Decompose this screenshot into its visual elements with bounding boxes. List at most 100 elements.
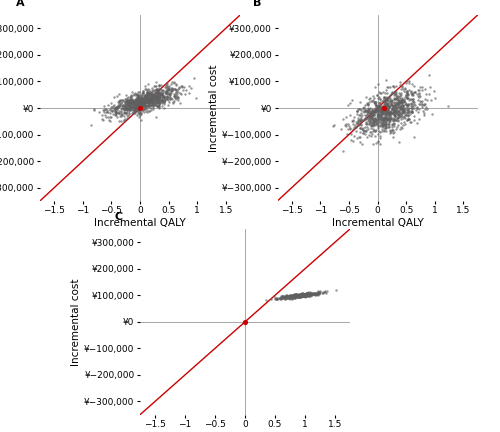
Point [286, 294, 294, 301]
Point [412, 107, 420, 114]
Point [303, 292, 311, 299]
Point [356, 121, 364, 127]
Point [393, 93, 401, 100]
Point [138, 104, 145, 111]
Point [421, 101, 429, 108]
Point [373, 102, 381, 109]
Point [164, 86, 172, 93]
Point [402, 92, 410, 99]
Point [106, 114, 114, 121]
Point [364, 109, 372, 116]
Point [136, 99, 144, 106]
Point [386, 109, 394, 116]
Point [138, 92, 146, 98]
Point [372, 108, 380, 115]
Point [391, 102, 399, 109]
Point [368, 110, 376, 117]
Point [135, 109, 143, 116]
Point [285, 293, 293, 300]
Point [380, 114, 388, 121]
Point [286, 292, 294, 299]
Point [120, 105, 128, 112]
Point [162, 85, 170, 92]
Point [384, 107, 392, 114]
Point [300, 292, 308, 299]
Point [286, 295, 294, 302]
Point [128, 100, 136, 107]
Point [371, 98, 379, 105]
Point [130, 99, 138, 106]
Point [286, 293, 294, 300]
Point [296, 292, 304, 299]
Point [374, 105, 382, 111]
Point [288, 293, 296, 300]
Point [140, 100, 148, 107]
Point [371, 128, 379, 135]
Point [284, 294, 292, 301]
Point [174, 91, 182, 98]
Point [125, 102, 133, 108]
Point [174, 96, 182, 103]
Point [140, 102, 147, 109]
Point [414, 97, 422, 104]
Point [162, 90, 170, 97]
Point [400, 97, 408, 104]
Point [396, 101, 404, 108]
Point [365, 121, 373, 127]
Point [132, 103, 140, 110]
Point [366, 111, 374, 118]
Point [286, 292, 294, 299]
Point [290, 292, 298, 299]
Point [294, 292, 302, 299]
Point [299, 291, 307, 298]
Point [298, 292, 306, 299]
Point [396, 91, 404, 98]
Point [144, 95, 152, 102]
Point [126, 110, 134, 117]
Point [292, 293, 300, 300]
Point [153, 94, 161, 101]
Point [138, 94, 146, 101]
Point [132, 103, 140, 110]
Point [357, 118, 365, 125]
Point [366, 98, 374, 105]
Point [381, 114, 389, 121]
Point [134, 113, 142, 120]
Point [154, 91, 162, 98]
Point [141, 94, 149, 101]
Point [306, 289, 314, 295]
Point [146, 92, 154, 98]
Point [289, 292, 297, 299]
Point [155, 104, 163, 111]
Point [394, 100, 402, 107]
Point [273, 295, 281, 302]
Point [382, 124, 390, 131]
Point [387, 100, 395, 107]
Point [298, 290, 306, 297]
Point [375, 114, 383, 121]
Point [149, 93, 157, 100]
Point [398, 83, 406, 90]
Point [362, 114, 370, 121]
Point [126, 105, 134, 112]
Point [172, 93, 179, 100]
Point [395, 99, 403, 106]
Point [134, 98, 141, 105]
Point [344, 102, 351, 108]
Point [154, 89, 162, 95]
Point [368, 107, 376, 114]
Point [292, 292, 300, 299]
Point [382, 100, 390, 107]
Point [158, 93, 166, 100]
Point [165, 90, 173, 97]
Point [132, 99, 140, 106]
Point [364, 101, 372, 108]
Point [155, 89, 163, 96]
Point [397, 111, 405, 118]
Point [106, 107, 114, 114]
Point [372, 102, 380, 109]
Point [384, 106, 392, 113]
Point [354, 114, 362, 121]
Point [378, 114, 386, 121]
Point [134, 105, 142, 111]
